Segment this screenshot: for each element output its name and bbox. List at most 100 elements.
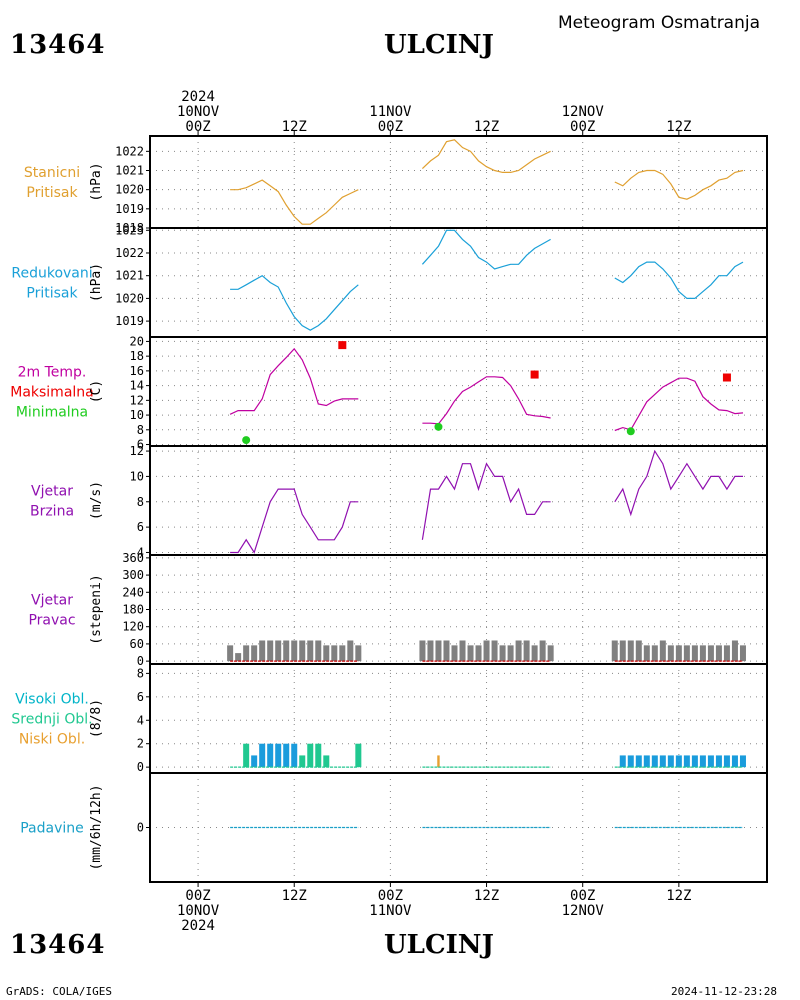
bar xyxy=(635,755,642,768)
y-tick-label: 6 xyxy=(137,690,144,704)
top-time-label: 12Z xyxy=(474,119,499,135)
timestamp-text: 2024-11-12-23:28 xyxy=(671,985,777,998)
bottom-time-label: 11NOV xyxy=(369,903,412,919)
y-tick-label: 10 xyxy=(130,408,144,422)
bottom-time-label: 10NOV xyxy=(177,903,220,919)
bar xyxy=(307,743,314,768)
bar xyxy=(707,645,714,662)
bar xyxy=(667,755,674,768)
top-time-label: 00Z xyxy=(570,119,595,135)
y-tick-label: 10 xyxy=(130,469,144,483)
panel-frame xyxy=(149,336,768,447)
top-time-label: 12Z xyxy=(282,119,307,135)
panel-frame xyxy=(149,445,768,556)
bar xyxy=(547,645,554,662)
bar xyxy=(267,743,274,768)
bar xyxy=(443,640,450,662)
tmax-marker xyxy=(530,370,539,379)
series-line xyxy=(422,376,551,425)
bar xyxy=(483,640,490,662)
bar xyxy=(651,645,658,662)
y-tick-label: 8 xyxy=(137,423,144,437)
bar xyxy=(523,640,530,662)
series-line xyxy=(614,449,743,517)
y-tick-label: 300 xyxy=(122,568,144,582)
bar xyxy=(419,640,426,662)
panel-wind-speed: 4 6 8 10 12 Vjetar Brzina (m/s) xyxy=(30,444,768,559)
top-time-label: 00Z xyxy=(378,119,403,135)
bar xyxy=(643,755,650,768)
bar xyxy=(619,640,626,662)
bottom-time-label: 2024 xyxy=(181,918,215,934)
panel-wind-direction: 0 60 120 180 240 300 360 Vjetar Pravac (stepeni) xyxy=(28,551,768,668)
bar xyxy=(291,640,298,662)
bar xyxy=(435,640,442,662)
bottom-time-label: 00Z xyxy=(570,888,595,904)
bar xyxy=(275,640,282,662)
bar xyxy=(251,755,258,768)
y-tick-label: 1023 xyxy=(115,223,144,237)
tmin-marker xyxy=(626,427,635,436)
bottom-time-label: 12Z xyxy=(282,888,307,904)
bar xyxy=(355,743,362,768)
series-line xyxy=(421,229,551,270)
bar xyxy=(339,645,346,662)
bar xyxy=(331,645,338,662)
bar xyxy=(315,743,322,768)
bar xyxy=(699,755,706,768)
y-tick-label: 1021 xyxy=(115,269,144,283)
y-tick-label: 6 xyxy=(137,520,144,534)
product-title: Meteogram Osmatranja xyxy=(558,13,761,33)
y-tick-label: 0 xyxy=(137,760,144,774)
y-tick-label: 1019 xyxy=(115,202,144,216)
panel-label: Stanicni xyxy=(24,165,80,181)
station-id-bottom: 13464 xyxy=(10,930,106,960)
bar xyxy=(259,743,266,768)
bar xyxy=(619,755,626,768)
bar xyxy=(459,640,466,662)
y-tick-label: 2 xyxy=(137,737,144,751)
credit-text: GrADS: COLA/IGES xyxy=(6,985,112,998)
panel-label: Brzina xyxy=(30,504,74,520)
bar xyxy=(283,743,290,768)
top-time-label: 10NOV xyxy=(177,104,220,120)
tmin-marker xyxy=(242,436,251,445)
panel-label: 2m Temp. xyxy=(18,365,87,381)
y-axis-label: (hPa) xyxy=(89,263,104,302)
bar xyxy=(739,645,746,662)
series-line xyxy=(229,347,359,415)
bar xyxy=(515,640,522,662)
y-tick-label: 0 xyxy=(137,654,144,668)
bar xyxy=(715,755,722,768)
bar xyxy=(355,645,362,662)
bar xyxy=(291,743,298,768)
bar xyxy=(659,640,666,662)
bar xyxy=(627,755,634,768)
panel-label: Pritisak xyxy=(26,185,78,201)
bar xyxy=(643,645,650,662)
y-tick-label: 1021 xyxy=(115,164,144,178)
panel-frame xyxy=(149,772,768,883)
bar xyxy=(475,645,482,662)
top-time-label: 12NOV xyxy=(562,104,605,120)
bar xyxy=(437,755,440,768)
bar xyxy=(251,645,258,662)
bar xyxy=(427,640,434,662)
y-tick-label: 4 xyxy=(137,545,144,559)
bar xyxy=(267,640,274,662)
bar xyxy=(323,755,330,768)
bar xyxy=(243,743,250,768)
bar xyxy=(611,640,618,662)
panel-label: Vjetar xyxy=(31,593,73,609)
y-tick-label: 14 xyxy=(130,379,144,393)
y-axis-label: (C) xyxy=(89,380,104,403)
bar xyxy=(323,645,330,662)
y-tick-label: 1019 xyxy=(115,314,144,328)
panel-label: Redukovani xyxy=(11,266,92,282)
bar xyxy=(467,645,474,662)
series-line xyxy=(614,261,744,299)
panel-frame xyxy=(149,554,768,665)
panel-label: Pritisak xyxy=(26,286,78,302)
series-line xyxy=(230,179,359,225)
series-line xyxy=(614,377,744,432)
